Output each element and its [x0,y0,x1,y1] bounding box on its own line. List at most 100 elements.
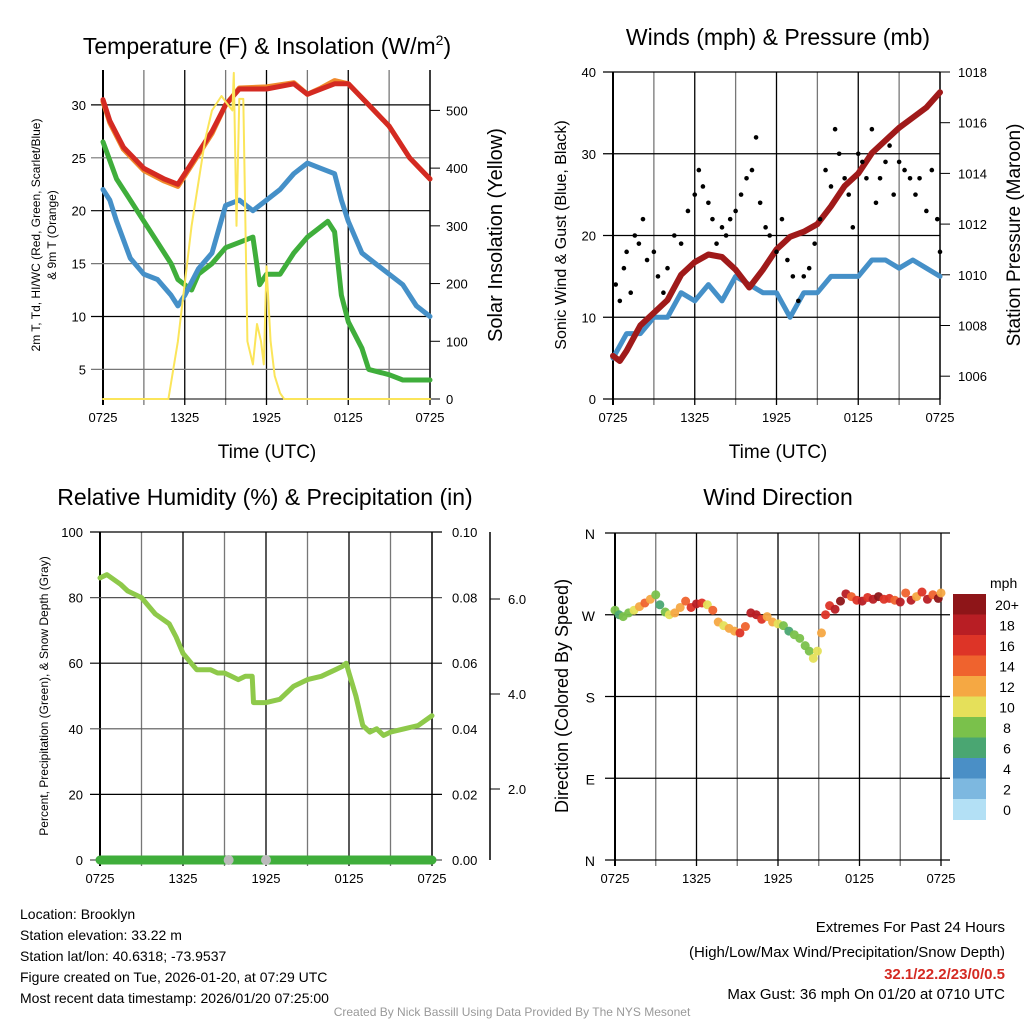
wind-dir-point [901,588,911,598]
precip-y-tick: 0.04 [452,722,477,737]
gust-point [763,225,768,230]
gust-point [860,159,865,165]
dir-y-tick: E [586,771,595,787]
wind-dir-point [795,633,805,643]
temp-x-tick: 0725 [416,410,445,425]
legend-swatch [953,717,986,738]
gust-point [846,192,852,197]
wind-y-tick: 20 [582,229,596,244]
series-dewpoint [100,139,433,383]
wind-dir-point [804,646,814,656]
wind-x-tick: 0725 [599,410,628,425]
legend-label: 4 [1003,761,1011,777]
rh-x-tick: 0725 [86,871,115,886]
wind-dir-point [821,610,831,620]
gust-point [850,225,856,230]
gust-point [796,298,801,304]
gust-point [710,216,715,222]
rh-y-label: Percent, Precipitation (Green), & Snow D… [37,556,51,835]
gust-point [902,167,907,173]
gust-point [700,184,706,189]
wind-x-tick: 0125 [844,410,873,425]
gust-point [767,233,772,238]
temp-x-tick: 1925 [252,410,281,425]
solar-y-tick: 200 [446,277,468,292]
solar-y-label: Solar Insolation (Yellow) [485,128,507,342]
temp-y-label-2: & 9m T (Orange) [45,190,59,280]
rh-y-tick: 20 [69,787,83,802]
precip-y-tick: 0.02 [452,787,477,802]
dir-x-tick: 0125 [845,871,874,886]
gust-point [636,241,642,246]
legend-label: 10 [999,700,1015,716]
temp-y-tick: 5 [79,362,86,377]
pressure-y-label: Station Pressure (Maroon) [1004,124,1024,347]
solar-y-tick: 0 [446,392,453,407]
dir-x-tick: 1925 [764,871,793,886]
wind-x-label: Time (UTC) [729,442,828,463]
elevation: Station elevation: 33.22 m [20,927,182,943]
gust-point [727,216,733,222]
legend-swatch [953,635,986,656]
temp-x-tick: 1325 [170,410,199,425]
wind-dir-point [675,602,685,612]
gust-point [672,233,677,238]
temp-y-tick: 20 [72,204,86,219]
legend-title: mph [990,575,1017,591]
temp-x-tick: 0725 [89,410,118,425]
wind-y-tick: 40 [582,65,596,80]
legend-label: 6 [1003,741,1011,757]
precip-y-tick: 0.00 [452,853,477,868]
rh-chart-title: Relative Humidity (%) & Precipitation (i… [57,484,472,510]
gust-point [887,143,892,148]
temp-y-label: 2m T, Td, HI/WC (Red, Green, Scarlet/Blu… [29,119,43,352]
gust-point [753,135,759,140]
legend-swatch [953,614,986,636]
gust-point [806,265,812,271]
gust-point [696,167,702,173]
wind-dir-point [702,600,712,610]
snow-depth-point [261,855,271,865]
gust-point [790,274,796,279]
legend-label: 20+ [995,597,1019,613]
solar-y-tick: 300 [446,219,468,234]
dir-y-tick: W [582,608,596,624]
legend-swatch [953,778,986,800]
gust-point [896,159,902,165]
precip-y-tick: 0.10 [452,525,477,540]
wind-dir-point [835,596,845,606]
series-wind-chill [100,160,433,319]
station-info: Location: Brooklyn Station elevation: 33… [20,904,329,1009]
snow-depth-point [223,855,234,865]
legend-swatch [953,655,986,677]
rh-y-tick: 80 [69,591,83,606]
gust-point [801,274,807,279]
gust-point [864,175,869,181]
gust-point [877,175,883,181]
temp-x-tick: 0125 [334,410,363,425]
gust-point [733,208,738,214]
solar-y-tick: 500 [446,103,468,118]
rh-y-tick: 100 [61,525,83,540]
wind-dir-point [917,587,927,597]
precip-y-tick: 0.08 [452,591,477,606]
wind-x-tick: 0725 [926,410,955,425]
figure-created: Figure created on Tue, 2026-01-20, at 07… [20,969,328,985]
gust-point [842,175,847,181]
rh-y-tick: 0 [76,853,83,868]
gust-point [744,175,749,181]
pressure-y-tick: 1008 [958,318,987,333]
series-relative-humidity [97,572,435,738]
wind-x-tick: 1925 [762,410,791,425]
dir-y-tick: S [586,690,595,706]
gust-point [738,192,744,197]
gust-point [723,233,729,238]
wind-dir-point [816,628,826,638]
pressure-y-tick: 1018 [958,65,987,80]
recent-timestamp: Most recent data timestamp: 2026/01/20 0… [20,990,329,1006]
legend-swatch [953,799,986,820]
pressure-y-tick: 1016 [958,116,987,131]
gust-point [628,290,634,296]
gust-point [891,192,896,197]
